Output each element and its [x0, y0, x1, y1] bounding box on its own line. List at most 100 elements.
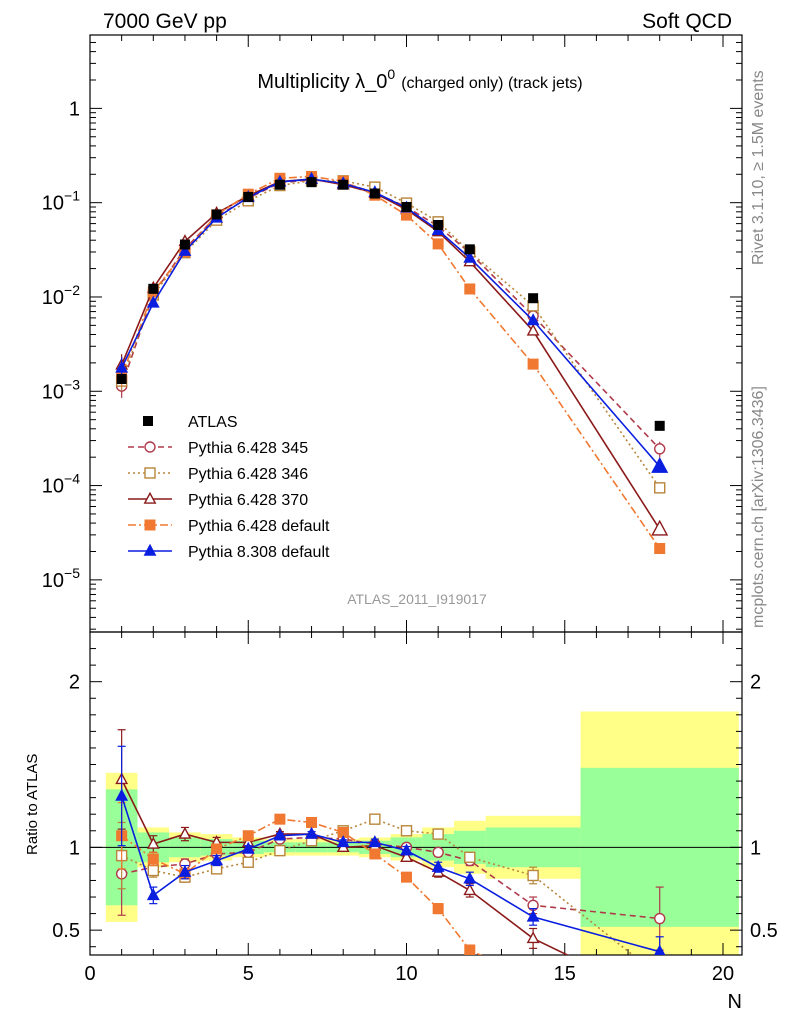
- ratio-marker: [274, 844, 286, 857]
- ratio-marker: [463, 883, 477, 896]
- y-tick-label-main: 10−5: [42, 565, 80, 592]
- legend-label: Pythia 6.428 346: [188, 466, 308, 483]
- y-tick-exp: −1: [64, 188, 80, 204]
- ratio-marker: [242, 856, 254, 868]
- y-tick-label-main: 1: [69, 98, 80, 120]
- y-tick-label-ratio-right: 0.5: [750, 920, 778, 942]
- ratio-marker: [210, 853, 224, 866]
- x-tick-label: 0: [84, 963, 95, 985]
- legend-label: Pythia 6.428 370: [188, 492, 308, 509]
- ratio-marker: [527, 869, 539, 882]
- legend-marker: [144, 441, 156, 453]
- legend-marker-atlas: [143, 416, 153, 426]
- data-point: [464, 244, 475, 255]
- ratio-marker: [241, 841, 255, 854]
- data-point: [116, 373, 127, 384]
- y-tick-exp: −2: [64, 282, 80, 298]
- data-point: [338, 179, 349, 190]
- y-tick-base: 1: [69, 98, 80, 120]
- data-point: [211, 209, 222, 220]
- y-tick-label-main: 10−4: [42, 471, 80, 498]
- ratio-marker: [464, 944, 476, 955]
- ratio-marker: [654, 944, 666, 955]
- ratio-marker: [369, 848, 381, 860]
- main-marker: [527, 358, 539, 370]
- main-marker: [526, 313, 540, 326]
- ratio-marker: [369, 813, 381, 825]
- main-plot: [115, 170, 669, 555]
- ratio-marker: [306, 816, 318, 828]
- ratio-marker: [147, 853, 159, 865]
- ratio-marker: [211, 843, 223, 855]
- ratio-marker: [368, 835, 382, 848]
- data-point: [654, 420, 665, 431]
- data-point: [528, 293, 539, 304]
- y-tick-label-ratio: 2: [69, 672, 80, 694]
- ratio-marker: [274, 813, 286, 825]
- legend-label: Pythia 8.308 default: [188, 544, 330, 561]
- ratio-marker: [431, 859, 445, 872]
- y-tick-label-ratio-right: 2: [750, 672, 761, 694]
- data-point: [274, 179, 285, 190]
- ratio-y-label: Ratio to ATLAS: [24, 754, 41, 855]
- legend-marker: [143, 543, 157, 556]
- data-point: [243, 191, 254, 202]
- main-series-line: [120, 178, 661, 468]
- ratio-marker: [464, 851, 476, 863]
- ratio-marker: [526, 931, 540, 944]
- ratio-series-line: [120, 779, 570, 955]
- main-data-atlas: [116, 177, 665, 431]
- data-point: [369, 188, 380, 199]
- legend-label-atlas: ATLAS: [188, 414, 238, 431]
- y-tick-exp: −5: [64, 565, 80, 581]
- x-tick-label: 15: [554, 963, 576, 985]
- main-marker: [526, 323, 540, 336]
- ratio-marker: [526, 909, 540, 922]
- main-marker: [463, 250, 477, 263]
- main-marker: [654, 482, 666, 494]
- ratio-marker: [401, 871, 413, 883]
- ratio-marker: [242, 830, 254, 842]
- ratio-marker: [654, 912, 666, 925]
- legend: ATLAS Pythia 6.428 345 Pythia 6.428 346 Pyt…: [128, 414, 330, 561]
- y-tick-label-ratio: 0.5: [52, 920, 80, 942]
- main-marker: [146, 295, 160, 308]
- ratio-marker: [178, 864, 192, 877]
- ratio-marker: [146, 836, 160, 849]
- data-point: [306, 177, 317, 188]
- main-marker: [651, 519, 669, 536]
- legend-label: Pythia 6.428 345: [188, 440, 308, 457]
- ratio-marker: [147, 864, 160, 877]
- ratio-marker: [146, 888, 160, 901]
- header-right: Soft QCD: [642, 10, 732, 33]
- mcplots-label: mcplots.cern.ch [arXiv:1306.3436]: [750, 386, 767, 628]
- x-axis-label: N: [728, 991, 742, 1013]
- y-tick-exp: −4: [64, 471, 80, 487]
- y-tick-label-main: 10−2: [42, 282, 80, 309]
- ratio-frame: [89, 631, 743, 956]
- main-marker: [178, 243, 192, 256]
- main-marker: [115, 360, 129, 373]
- legend-label: Pythia 6.428 default: [188, 518, 330, 535]
- y-tick-base: 10: [42, 476, 64, 498]
- data-point: [433, 219, 444, 230]
- header-left: 7000 GeV pp: [103, 10, 227, 33]
- ratio-marker: [273, 828, 287, 841]
- y-tick-base: 10: [42, 570, 64, 592]
- ratio-marker: [336, 835, 350, 848]
- ratio-marker: [400, 843, 413, 856]
- ratio-marker: [432, 846, 444, 859]
- ratio-marker: [432, 828, 444, 840]
- ratio-plot: [115, 729, 666, 955]
- title-main: Multiplicity λ_0: [257, 71, 387, 93]
- ratio-series-line: [121, 818, 635, 955]
- data-point: [179, 239, 190, 250]
- ratio-marker: [432, 903, 444, 915]
- y-tick-label-main: 10−3: [42, 376, 80, 403]
- main-series-line: [120, 178, 661, 450]
- ratio-series-4: [115, 745, 666, 955]
- data-point: [148, 283, 159, 294]
- x-tick-label: 20: [712, 963, 734, 985]
